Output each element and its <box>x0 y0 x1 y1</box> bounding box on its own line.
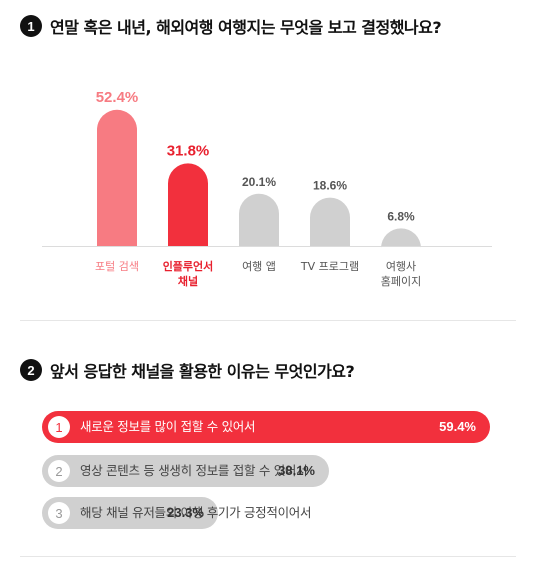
question-1-header: 1 연말 혹은 내년, 해외여행 여행지는 무엇을 보고 결정했나요? <box>20 14 442 38</box>
reason-label: 새로운 정보를 많이 접할 수 있어서 <box>80 419 256 434</box>
data-label: 6.8% <box>387 209 415 223</box>
rank-badge: 2 <box>48 460 70 482</box>
question-number-badge: 1 <box>20 15 42 37</box>
data-label: 18.6% <box>313 179 347 193</box>
question-1-title: 연말 혹은 내년, 해외여행 여행지는 무엇을 보고 결정했나요? <box>50 18 442 37</box>
question-number-badge: 2 <box>20 359 42 381</box>
reason-bar: 2 영상 콘텐츠 등 생생히 정보를 접할 수 있어서 38.1% <box>42 455 329 487</box>
section-divider <box>20 556 516 557</box>
data-label: 23.3% <box>167 505 204 520</box>
category-tick-label: 채널 <box>178 274 198 288</box>
question-2-header: 2 앞서 응답한 채널을 활용한 이유는 무엇인가요? <box>20 358 355 382</box>
data-label: 20.1% <box>242 175 276 189</box>
rank-badge: 3 <box>48 502 70 524</box>
data-label: 59.4% <box>439 419 476 434</box>
bar <box>97 109 137 246</box>
category-tick-label: 여행 앱 <box>242 260 276 273</box>
category-tick-label: 여행사 <box>386 260 416 273</box>
bar <box>381 228 421 249</box>
reason-label: 해당 채널 유저들의 여행 후기가 긍정적이어서 <box>80 505 312 520</box>
reason-label: 영상 콘텐츠 등 생생히 정보를 접할 수 있어서 <box>80 463 308 478</box>
section-divider <box>20 320 516 321</box>
category-tick-label: 홈페이지 <box>381 274 421 288</box>
reason-bar: 3 해당 채널 유저들의 여행 후기가 긍정적이어서 23.3% <box>42 497 311 529</box>
data-label: 38.1% <box>278 463 315 478</box>
bar <box>310 197 350 246</box>
rank-badge: 1 <box>48 416 70 438</box>
data-label: 31.8% <box>167 142 210 159</box>
category-tick-label: 인플루언서 <box>163 259 214 273</box>
bar <box>168 163 208 246</box>
data-label: 52.4% <box>96 89 139 106</box>
category-tick-label: 포털 검색 <box>95 260 139 273</box>
reason-bar: 1 새로운 정보를 많이 접할 수 있어서 59.4% <box>42 411 490 443</box>
category-tick-label: TV 프로그램 <box>300 260 359 273</box>
question-2-title: 앞서 응답한 채널을 활용한 이유는 무엇인가요? <box>50 362 355 381</box>
bar <box>239 193 279 246</box>
